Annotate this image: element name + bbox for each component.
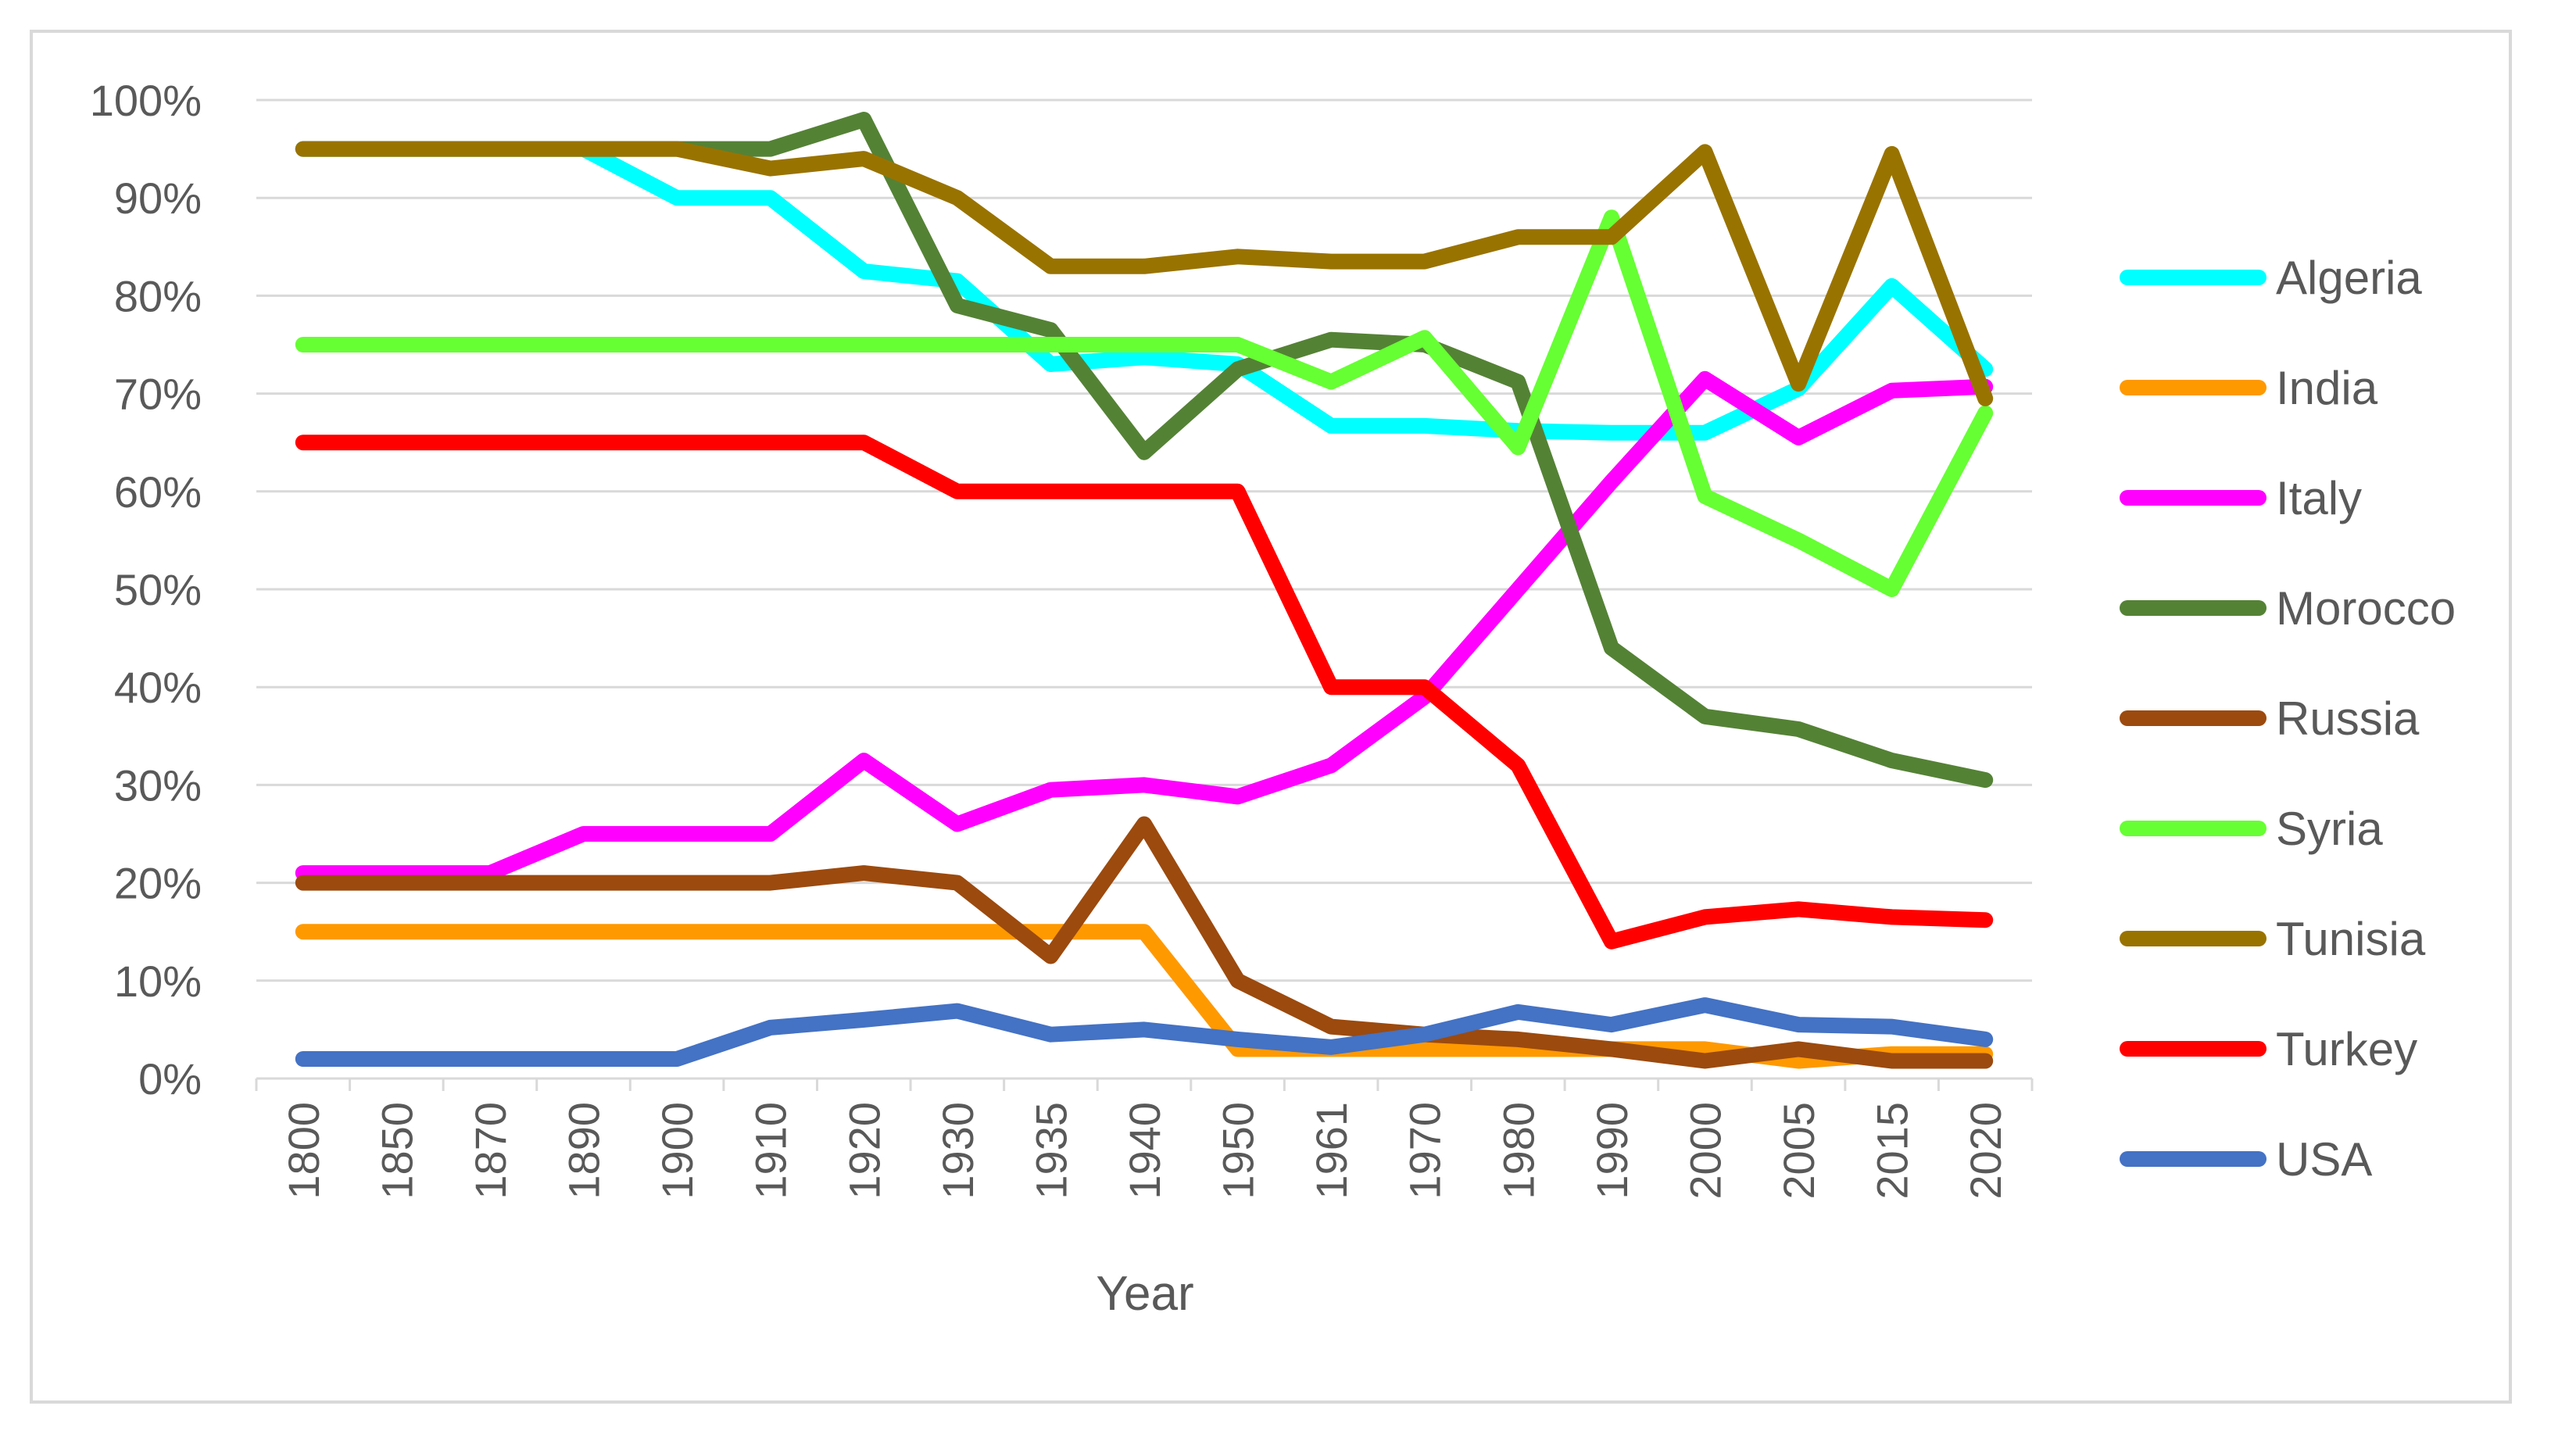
x-tick-label: 2000 [1680,1102,1730,1200]
series-line-tunisia [295,141,1994,406]
series-line-india [295,924,1994,1069]
y-tick-label: 30% [114,760,202,810]
x-tick-label: 1910 [746,1102,796,1200]
x-tick-label: 1890 [560,1102,609,1200]
x-tick-label: 1970 [1401,1102,1450,1200]
y-tick-label: 20% [114,859,202,908]
y-tick-label: 90% [114,173,202,223]
y-axis-ticks: 0% 10% 20% 30% 40% 50% 60% 70% 80% 90% 100% [90,76,202,1104]
legend-label-tunisia: Tunisia [2276,913,2426,965]
series-line-italy [295,370,1994,882]
x-tick-label: 1950 [1214,1102,1263,1200]
y-tick-label: 0% [138,1054,202,1104]
x-tick-label: 2015 [1868,1102,1917,1200]
x-tick-label: 1930 [933,1102,982,1200]
legend-label-turkey: Turkey [2276,1023,2417,1075]
y-tick-label: 100% [90,76,202,125]
legend-label-morocco: Morocco [2276,582,2456,635]
x-tick-label: 1800 [279,1102,328,1200]
legend: Algeria India Italy Morocco Russia Syria Tunis… [2120,252,2456,1186]
y-tick-label: 50% [114,565,202,614]
x-tick-label: 1940 [1120,1102,1169,1200]
x-tick-label: 2020 [1961,1102,2010,1200]
legend-label-russia: Russia [2276,692,2420,745]
x-tick-label: 2005 [1774,1102,1823,1200]
y-tick-label: 80% [114,271,202,320]
x-tick-label: 1990 [1587,1102,1637,1200]
x-tick-label: 1980 [1494,1102,1543,1200]
y-tick-label: 60% [114,467,202,517]
x-tick-label: 1920 [839,1102,889,1200]
x-tick-label: 1900 [653,1102,702,1200]
legend-label-india: India [2276,362,2378,414]
gridlines [256,98,2032,982]
series-line-usa [295,997,1994,1067]
x-tick-label: 1870 [466,1102,515,1200]
y-tick-label: 70% [114,370,202,419]
x-axis-ticks: 1800 1850 1870 1890 1900 1910 1920 1930 1935 1940… [255,1078,2034,1200]
series-lines [295,112,1994,1069]
legend-label-syria: Syria [2276,803,2383,855]
series-line-russia [295,816,1994,1069]
legend-label-algeria: Algeria [2276,252,2422,304]
x-tick-label: 1850 [372,1102,421,1200]
series-line-syria [295,209,1994,597]
y-tick-label: 40% [114,663,202,712]
y-tick-label: 10% [114,957,202,1006]
series-line-turkey [295,435,1994,950]
x-tick-label: 1961 [1307,1102,1356,1200]
x-axis-title: Year [1096,1267,1193,1321]
legend-label-italy: Italy [2276,472,2362,524]
legend-label-usa: USA [2276,1133,2372,1186]
x-tick-label: 1935 [1026,1102,1075,1200]
